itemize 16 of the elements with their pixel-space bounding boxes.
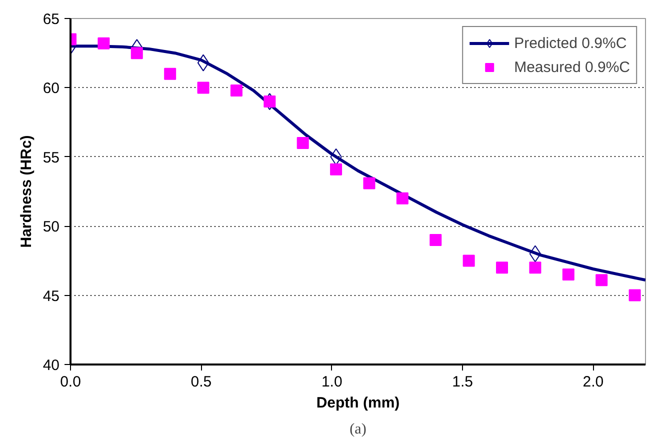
y-axis-title: Hardness (HRc) (18, 135, 35, 248)
y-tick-label: 40 (42, 357, 60, 374)
y-tick-label: 55 (42, 149, 60, 166)
y-tick-label: 60 (42, 80, 60, 98)
x-tick-label: 0.0 (60, 374, 81, 390)
x-tick-label: 1.0 (321, 374, 342, 390)
y-tick-label: 45 (42, 288, 60, 305)
x-tick-label: 1.5 (452, 374, 473, 390)
x-tick-label: 2.0 (582, 374, 604, 390)
legend-label: Predicted 0.9%C (514, 34, 627, 52)
y-tick-label: 50 (42, 218, 60, 236)
legend-label: Measured 0.9%C (514, 58, 630, 76)
y-tick-label: 65 (42, 11, 60, 28)
x-tick-label: 0.5 (190, 374, 212, 390)
text: (a) (350, 422, 366, 438)
x-axis-title: Depth (mm) (316, 394, 400, 412)
